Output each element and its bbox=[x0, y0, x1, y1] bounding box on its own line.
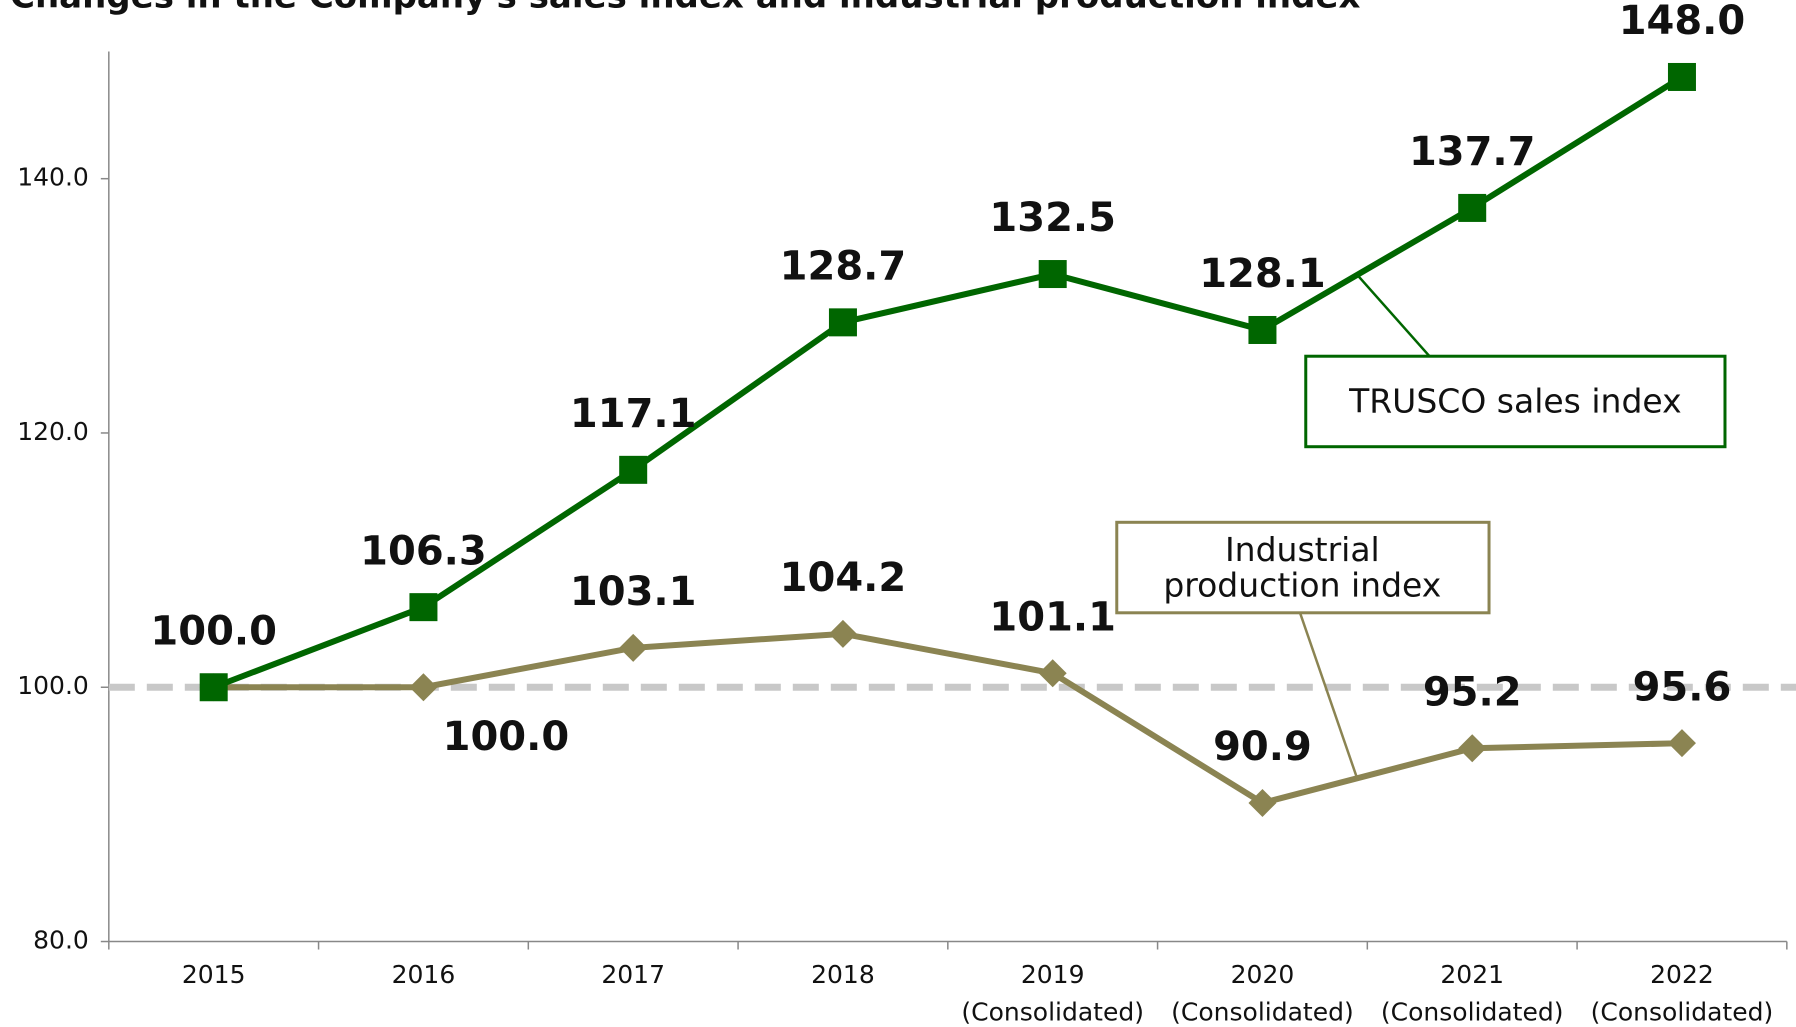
data-label: 104.2 bbox=[780, 555, 907, 601]
data-label: 103.1 bbox=[570, 569, 697, 615]
x-tick-sublabel: (Consolidated) bbox=[961, 998, 1144, 1027]
marker bbox=[1667, 62, 1696, 91]
marker bbox=[1038, 260, 1067, 289]
marker bbox=[619, 633, 648, 662]
chart-title: Changes in the Company's sales index and… bbox=[10, 0, 1360, 17]
legend-box bbox=[1115, 520, 1491, 615]
data-label: 148.0 bbox=[1619, 0, 1746, 44]
marker bbox=[828, 619, 857, 648]
x-tick-label: 2021 bbox=[1440, 960, 1504, 989]
data-label: 132.5 bbox=[989, 195, 1116, 241]
x-tick-label: 2017 bbox=[601, 960, 665, 989]
marker bbox=[199, 673, 228, 702]
legend-box bbox=[1304, 354, 1727, 449]
marker bbox=[1667, 729, 1696, 758]
leader-line bbox=[1356, 274, 1431, 358]
data-label: 137.7 bbox=[1409, 129, 1536, 175]
x-tick-label: 2020 bbox=[1231, 960, 1295, 989]
x-tick-sublabel: (Consolidated) bbox=[1171, 998, 1354, 1027]
data-label: 106.3 bbox=[360, 528, 487, 574]
marker bbox=[1248, 788, 1277, 817]
x-tick-label: 2015 bbox=[182, 960, 246, 989]
marker bbox=[828, 308, 857, 337]
leader-line bbox=[1298, 612, 1359, 780]
marker bbox=[409, 593, 438, 622]
data-label: 95.6 bbox=[1633, 664, 1732, 710]
marker bbox=[1038, 659, 1067, 688]
y-tick-label: 100.0 bbox=[17, 671, 89, 700]
data-label: 101.1 bbox=[989, 594, 1116, 640]
series-line bbox=[212, 74, 1684, 691]
y-tick-label: 80.0 bbox=[33, 926, 89, 955]
x-tick-label: 2022 bbox=[1650, 960, 1714, 989]
data-label: 128.7 bbox=[780, 244, 907, 290]
x-tick-label: 2018 bbox=[811, 960, 875, 989]
marker bbox=[619, 455, 648, 484]
marker bbox=[1248, 315, 1277, 344]
series-line bbox=[213, 630, 1683, 807]
x-tick-label: 2016 bbox=[392, 960, 456, 989]
legend-label: TRUSCO sales index bbox=[1348, 382, 1682, 421]
marker bbox=[409, 673, 438, 702]
x-tick-sublabel: (Consolidated) bbox=[1591, 998, 1774, 1027]
data-label: 100.0 bbox=[443, 714, 570, 760]
data-label: 95.2 bbox=[1423, 669, 1522, 715]
marker bbox=[1458, 193, 1487, 222]
marker bbox=[1458, 734, 1487, 763]
data-label: 100.0 bbox=[150, 608, 277, 654]
data-label: 128.1 bbox=[1199, 251, 1326, 297]
y-tick-label: 140.0 bbox=[17, 163, 89, 192]
data-label: 117.1 bbox=[570, 391, 697, 437]
data-label: 90.9 bbox=[1213, 724, 1312, 770]
x-tick-sublabel: (Consolidated) bbox=[1381, 998, 1564, 1027]
legend-label: Industrial production index bbox=[1163, 529, 1441, 604]
x-tick-label: 2019 bbox=[1021, 960, 1085, 989]
y-tick-label: 120.0 bbox=[17, 417, 89, 446]
